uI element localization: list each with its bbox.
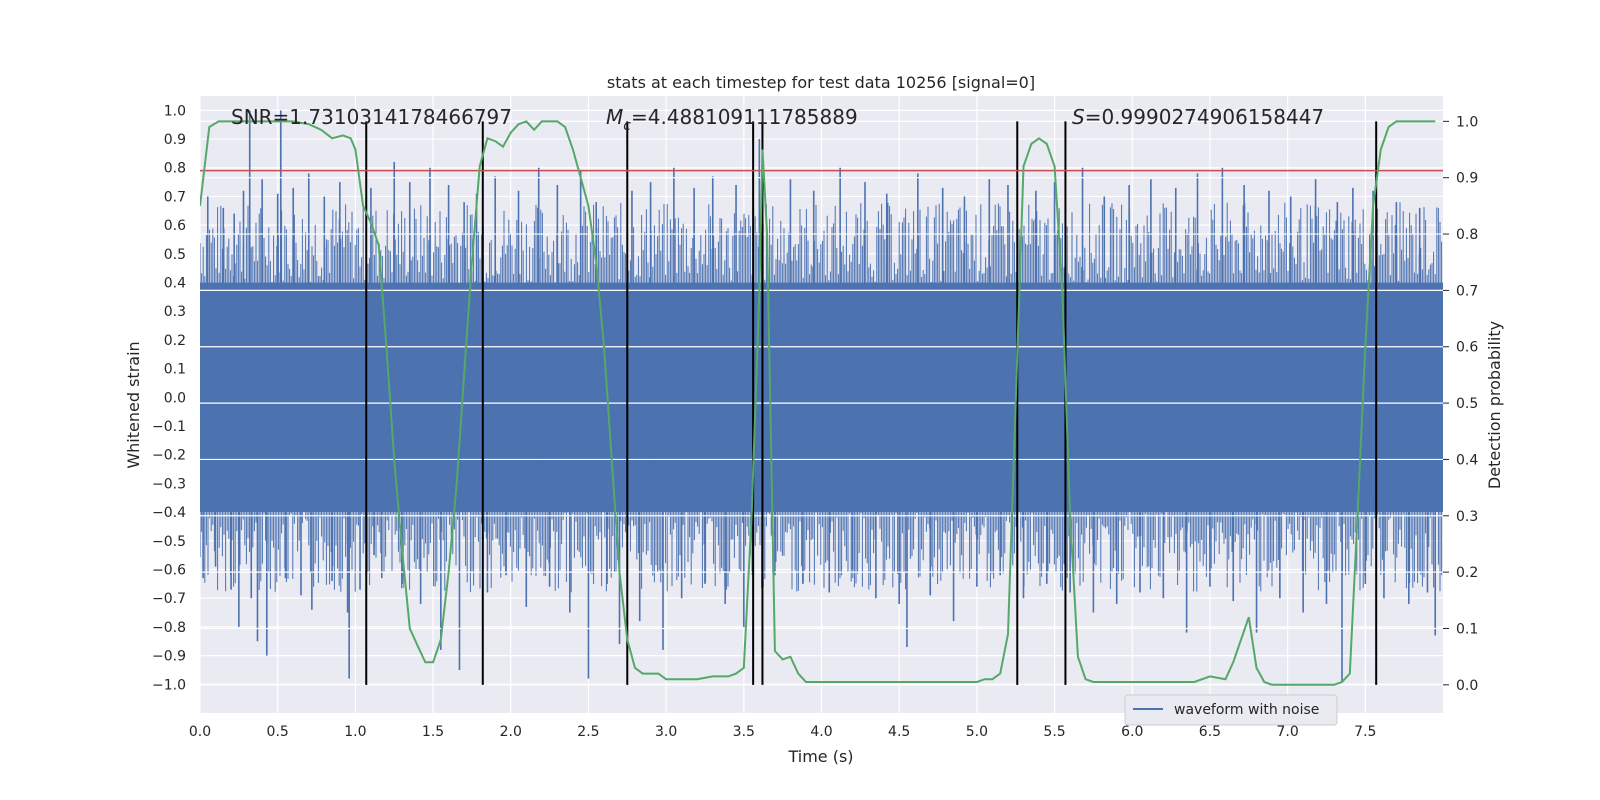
- x-tick-label: 5.5: [1043, 724, 1065, 740]
- x-tick-label: 0.5: [267, 724, 289, 740]
- y-right-tick-label: 0.7: [1456, 283, 1478, 299]
- x-tick-label: 1.0: [344, 724, 366, 740]
- y-left-tick-label: −0.7: [152, 591, 186, 607]
- y-right-tick-label: 0.8: [1456, 227, 1478, 243]
- y-right-tick-label: 0.4: [1456, 452, 1478, 468]
- x-tick-label: 6.5: [1199, 724, 1221, 740]
- chart-title: stats at each timestep for test data 102…: [607, 73, 1035, 92]
- vertical-markers: [365, 121, 1378, 685]
- x-tick-label: 4.0: [810, 724, 832, 740]
- detection-probability-line: [200, 120, 1436, 686]
- mc-annotation: Mc=4.488109111785889: [606, 105, 858, 134]
- y-right-tick-label: 0.1: [1456, 621, 1478, 637]
- s-symbol: S: [1072, 105, 1085, 129]
- y-right-tick-label: 0.0: [1456, 678, 1478, 694]
- legend-box: [1124, 694, 1338, 726]
- plot-content: [200, 110, 1443, 686]
- y-left-tick-label: −0.6: [152, 563, 186, 579]
- y-left-tick-label: −0.2: [152, 448, 186, 464]
- y-right-tick-label: 0.2: [1456, 565, 1478, 581]
- y-left-tick-label: −0.5: [152, 534, 186, 550]
- x-tick-labels: 0.0 0.5 1.0 1.5 2.0 2.5 3.0 3.5 4.0 4.5 5.0 5.5 6.0 6…: [189, 724, 1377, 740]
- x-tick-label: 2.5: [577, 724, 599, 740]
- y-right-tick-label: 0.6: [1456, 340, 1478, 356]
- waveform-noise-hairs: [200, 202, 1443, 593]
- y-left-tick-labels: 1.0 0.9 0.8 0.7 0.6 0.5 0.4 0.3 0.2 0.1 0.0 −0.1 −0.…: [152, 103, 186, 693]
- y-left-tick-label: 1.0: [164, 103, 186, 119]
- x-tick-label: 0.0: [189, 724, 211, 740]
- mc-symbol: M: [606, 105, 623, 129]
- legend: waveform with noise: [1124, 694, 1338, 726]
- y-left-tick-label: 0.8: [164, 161, 186, 177]
- y-left-tick-label: 0.6: [164, 218, 186, 234]
- y-left-tick-label: 0.0: [164, 390, 186, 406]
- mc-value: =4.488109111785889: [631, 105, 858, 129]
- x-tick-label: 5.0: [966, 724, 988, 740]
- waveform-noise-band: [200, 282, 1443, 513]
- y-axis-label-right: Detection probability: [1485, 321, 1504, 489]
- y-right-tick-label: 0.5: [1456, 396, 1478, 412]
- y-axis-label-left: Whitened strain: [124, 341, 143, 468]
- y-right-tick-label: 0.9: [1456, 171, 1478, 187]
- y-left-tick-label: −0.4: [152, 505, 186, 521]
- x-tick-label: 1.5: [422, 724, 444, 740]
- y-left-tick-label: 0.5: [164, 247, 186, 263]
- y-left-tick-label: 0.3: [164, 304, 186, 320]
- y-right-tick-labels: 1.0 0.9 0.8 0.7 0.6 0.5 0.4 0.3 0.2 0.1 0.0: [1443, 114, 1478, 694]
- x-tick-label: 6.0: [1121, 724, 1143, 740]
- s-value: =0.9990274906158447: [1085, 105, 1324, 129]
- y-left-tick-label: 0.1: [164, 362, 186, 378]
- y-left-tick-label: −0.3: [152, 476, 186, 492]
- x-tick-label: 3.5: [733, 724, 755, 740]
- x-tick-label: 4.5: [888, 724, 910, 740]
- mc-subscript: c: [623, 118, 631, 134]
- y-left-tick-label: −0.1: [152, 419, 186, 435]
- snr-annotation: SNR=1.7310314178466797: [231, 105, 512, 129]
- legend-label: waveform with noise: [1174, 702, 1319, 718]
- x-tick-label: 3.0: [655, 724, 677, 740]
- y-left-tick-label: −1.0: [152, 677, 186, 693]
- s-annotation: S=0.9990274906158447: [1072, 105, 1324, 129]
- y-left-tick-label: 0.7: [164, 189, 186, 205]
- y-left-tick-label: 0.9: [164, 132, 186, 148]
- x-tick-label: 7.0: [1276, 724, 1298, 740]
- y-left-tick-label: 0.2: [164, 333, 186, 349]
- x-tick-label: 7.5: [1354, 724, 1376, 740]
- y-left-tick-label: 0.4: [164, 276, 186, 292]
- y-gridlines-overlay: [200, 120, 1443, 686]
- x-tick-label: 2.0: [500, 724, 522, 740]
- y-right-tick-label: 0.3: [1456, 509, 1478, 525]
- y-left-tick-label: −0.8: [152, 620, 186, 636]
- waveform-series: [200, 110, 1443, 682]
- x-axis-label: Time (s): [787, 747, 853, 766]
- y-right-tick-label: 1.0: [1456, 114, 1478, 130]
- y-left-tick-label: −0.9: [152, 649, 186, 665]
